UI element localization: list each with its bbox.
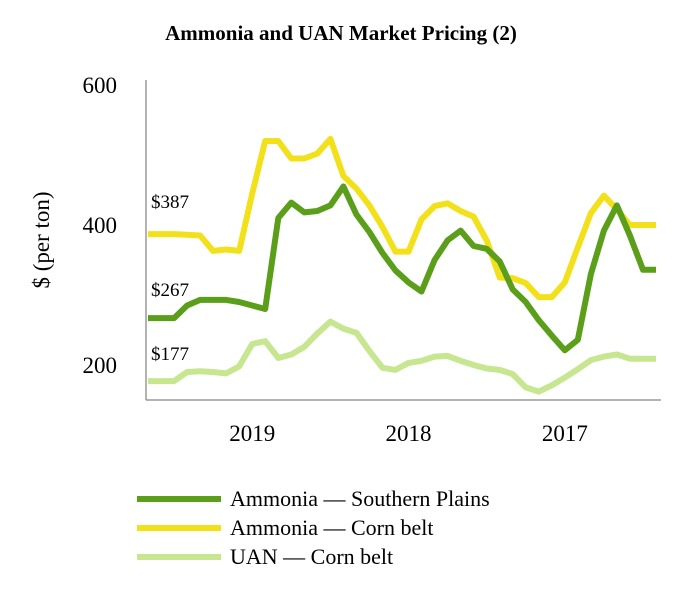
- legend-label: Ammonia — Southern Plains: [230, 485, 490, 511]
- x-tick-label: 2019: [229, 421, 275, 446]
- value-annotation: $177: [151, 344, 189, 365]
- legend-item: Ammonia — Southern Plains: [137, 484, 490, 513]
- legend-item: Ammonia — Corn belt: [137, 513, 490, 542]
- x-tick-label: 2017: [542, 421, 588, 446]
- series-line-1: [148, 183, 656, 354]
- legend-label: Ammonia — Corn belt: [230, 514, 434, 540]
- value-annotation: $267: [151, 280, 189, 301]
- y-tick-label: 400: [83, 213, 118, 238]
- y-tick-label: 600: [83, 73, 118, 98]
- legend-item: UAN — Corn belt: [137, 542, 490, 571]
- chart-title: Ammonia and UAN Market Pricing (2): [165, 21, 517, 45]
- series-line-3: [148, 318, 656, 395]
- series-line-2: [148, 135, 656, 301]
- legend-swatch: [137, 553, 221, 560]
- legend: Ammonia — Southern Plains Ammonia — Corn …: [137, 484, 490, 571]
- y-axis-label: $ (per ton): [29, 191, 54, 288]
- legend-label: UAN — Corn belt: [230, 543, 394, 569]
- value-annotation: $387: [151, 192, 189, 213]
- x-tick-label: 2018: [386, 421, 432, 446]
- legend-swatch: [137, 524, 221, 531]
- y-tick-label: 200: [83, 353, 118, 378]
- legend-swatch: [137, 495, 221, 502]
